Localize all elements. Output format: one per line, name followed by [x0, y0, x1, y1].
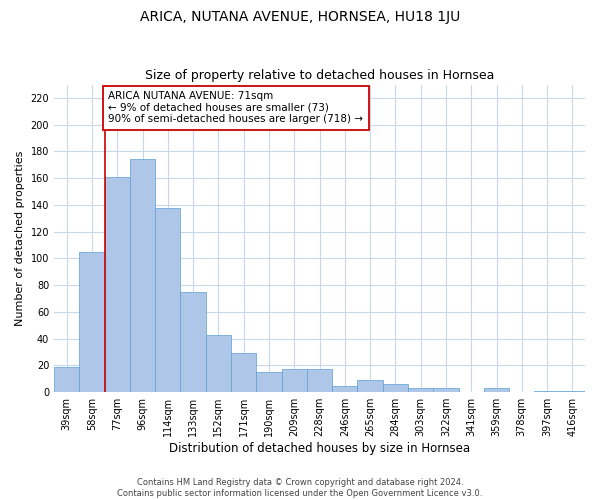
- Text: Contains HM Land Registry data © Crown copyright and database right 2024.
Contai: Contains HM Land Registry data © Crown c…: [118, 478, 482, 498]
- Bar: [433, 388, 458, 392]
- Bar: [104, 177, 130, 392]
- Bar: [332, 386, 358, 392]
- Bar: [130, 160, 155, 392]
- Bar: [560, 391, 585, 392]
- Bar: [181, 292, 206, 392]
- X-axis label: Distribution of detached houses by size in Hornsea: Distribution of detached houses by size …: [169, 442, 470, 455]
- Bar: [231, 354, 256, 392]
- Bar: [383, 384, 408, 392]
- Bar: [408, 388, 433, 392]
- Bar: [206, 334, 231, 392]
- Bar: [484, 388, 509, 392]
- Y-axis label: Number of detached properties: Number of detached properties: [15, 150, 25, 326]
- Bar: [358, 380, 383, 392]
- Text: ARICA, NUTANA AVENUE, HORNSEA, HU18 1JU: ARICA, NUTANA AVENUE, HORNSEA, HU18 1JU: [140, 10, 460, 24]
- Bar: [256, 372, 281, 392]
- Bar: [54, 367, 79, 392]
- Title: Size of property relative to detached houses in Hornsea: Size of property relative to detached ho…: [145, 69, 494, 82]
- Bar: [79, 252, 104, 392]
- Bar: [535, 391, 560, 392]
- Bar: [281, 370, 307, 392]
- Text: ARICA NUTANA AVENUE: 71sqm
← 9% of detached houses are smaller (73)
90% of semi-: ARICA NUTANA AVENUE: 71sqm ← 9% of detac…: [109, 91, 364, 124]
- Bar: [155, 208, 181, 392]
- Bar: [307, 370, 332, 392]
